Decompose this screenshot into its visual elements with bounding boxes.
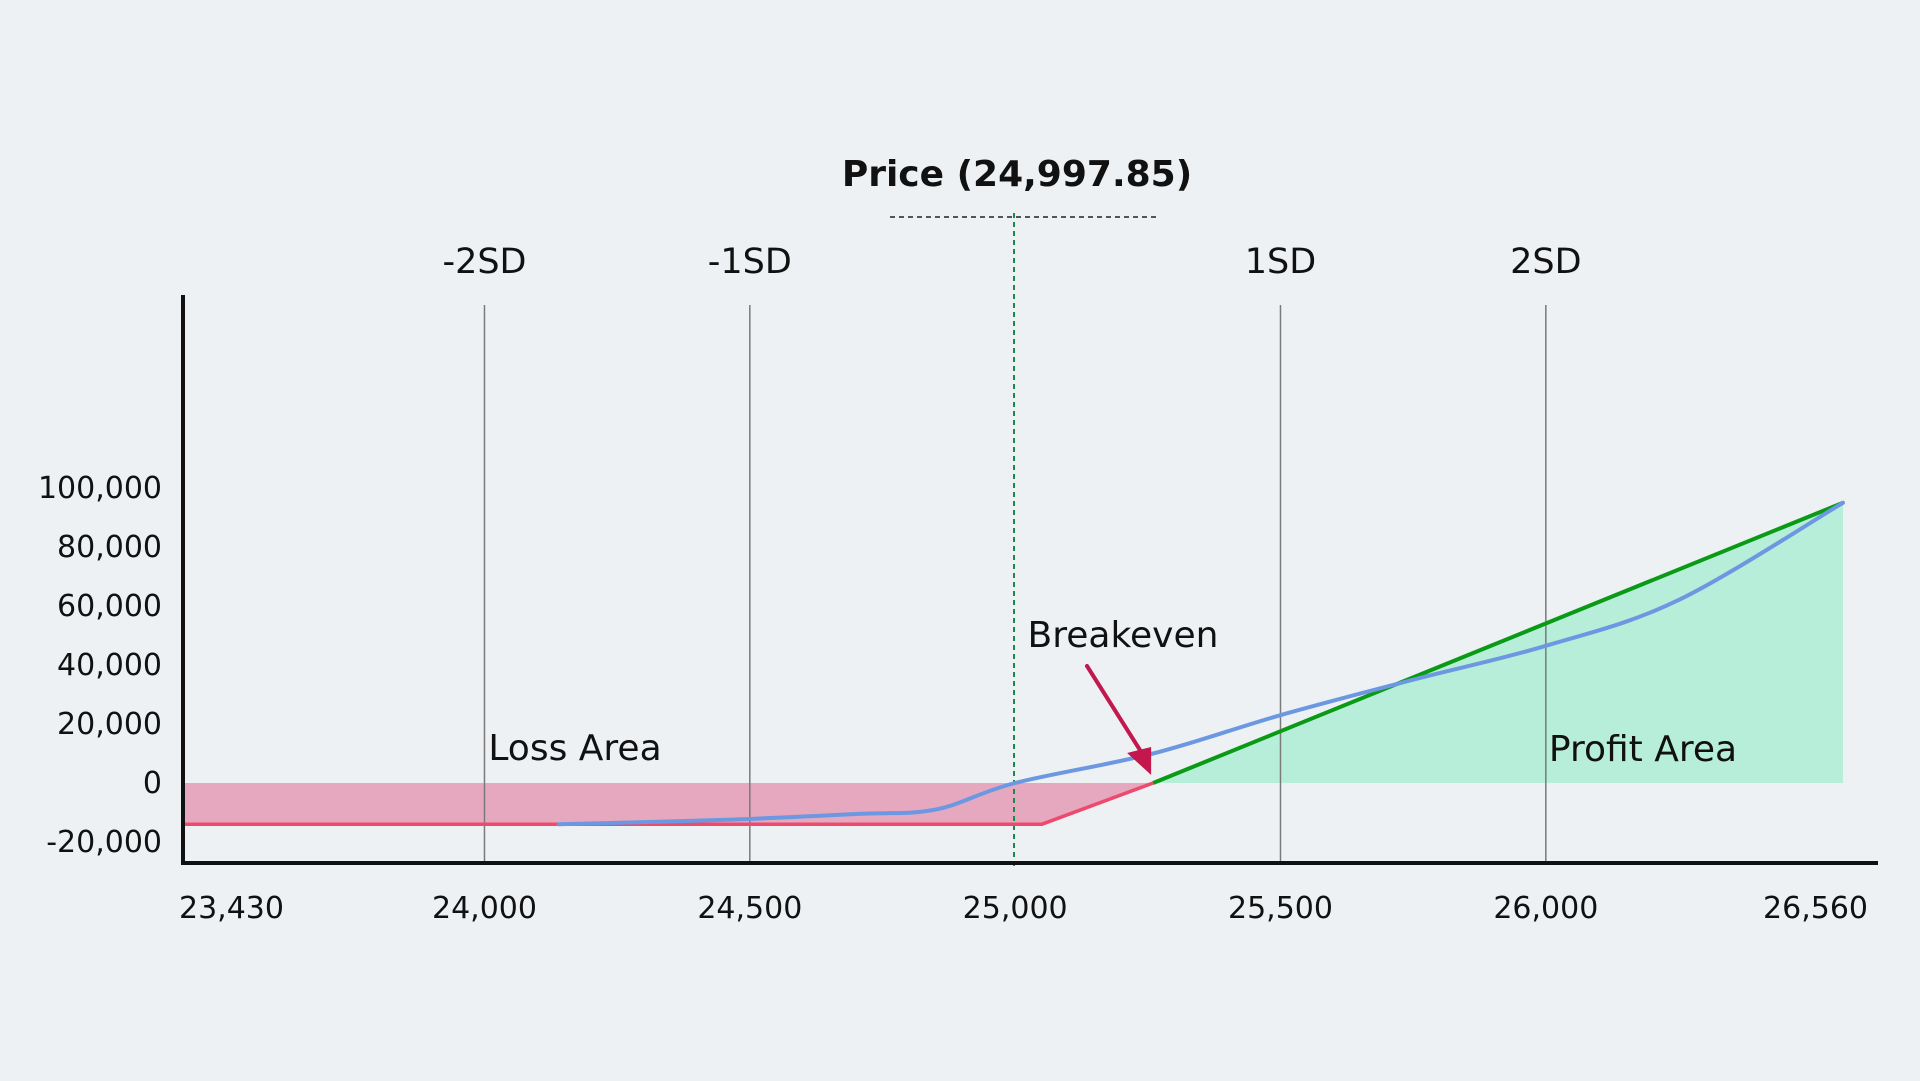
breakeven-arrow-head	[1127, 747, 1152, 775]
x-tick-label: 23,430	[179, 891, 284, 926]
sd-label: 1SD	[1245, 242, 1316, 282]
breakeven-label: Breakeven	[1028, 615, 1219, 656]
x-tick-label: 24,500	[697, 891, 802, 926]
loss-area-label: Loss Area	[488, 728, 661, 769]
y-tick-label: 100,000	[38, 471, 162, 506]
sd-label: 2SD	[1510, 242, 1581, 282]
price-label: Price (24,997.85)	[842, 154, 1192, 195]
breakeven-arrow-shaft	[1085, 664, 1146, 757]
x-tick-label: 25,500	[1228, 891, 1333, 926]
sd-label: -2SD	[442, 242, 526, 282]
sd-label: -1SD	[708, 242, 792, 282]
y-tick-label: 80,000	[57, 530, 162, 565]
x-tick-label: 26,560	[1763, 891, 1868, 926]
current-payoff-curve	[556, 500, 1845, 827]
y-tick-label: 0	[143, 766, 162, 801]
x-tick-label: 24,000	[432, 891, 537, 926]
x-tick-label: 26,000	[1493, 891, 1598, 926]
profit-area-label: Profit Area	[1549, 729, 1737, 770]
loss-area-fill	[182, 783, 1154, 825]
y-tick-label: 40,000	[57, 648, 162, 683]
y-tick-label: 60,000	[57, 589, 162, 624]
y-tick-label: 20,000	[57, 707, 162, 742]
expiry-profit-line	[1152, 500, 1844, 785]
expiry-loss-line	[182, 781, 1154, 827]
x-tick-label: 25,000	[963, 891, 1068, 926]
y-tick-label: -20,000	[46, 825, 162, 860]
